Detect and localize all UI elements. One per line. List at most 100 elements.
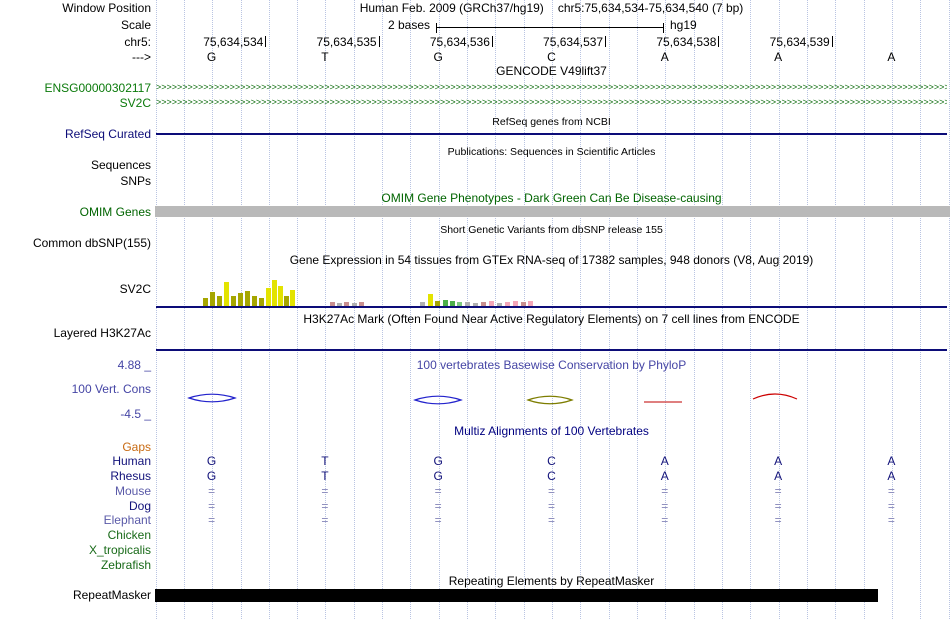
gtex-expression-bar[interactable] <box>266 288 271 306</box>
alignment-letter: A <box>887 454 896 468</box>
gtex-expression-bar[interactable] <box>489 301 494 306</box>
track-label-layered-h3k27ac[interactable]: Layered H3K27Ac <box>53 326 151 340</box>
gene-strand-arrows[interactable]: >>>>>>>>>>>>>>>>>>>>>>>>>>>>>>>>>>>>>>>>… <box>156 97 947 107</box>
gtex-expression-bar[interactable] <box>210 292 215 306</box>
phylop-mark[interactable] <box>526 392 574 408</box>
alignment-letter: A <box>774 454 783 468</box>
coordinate-label: 75,634,534 <box>203 35 264 49</box>
alignment-letter: = <box>208 499 216 513</box>
scale-label: Scale <box>120 18 151 32</box>
gtex-gene-line[interactable] <box>156 306 947 308</box>
phylop-mark[interactable] <box>752 388 798 404</box>
gridline <box>353 0 355 619</box>
track-label-100-vert-cons[interactable]: 100 Vert. Cons <box>71 382 151 396</box>
chrom-label: chr5: <box>124 35 151 49</box>
species-label-mouse[interactable]: Mouse <box>114 484 151 498</box>
gtex-expression-bar[interactable] <box>252 296 257 306</box>
gridline <box>382 0 384 619</box>
gtex-expression-bar[interactable] <box>284 296 289 306</box>
gtex-expression-bar[interactable] <box>521 302 526 306</box>
gtex-expression-bar[interactable] <box>352 303 357 306</box>
refseq-gene-line[interactable] <box>156 133 947 135</box>
species-label-x_tropicalis[interactable]: X_tropicalis <box>88 543 151 557</box>
omim-title: OMIM Gene Phenotypes - Dark Green Can Be… <box>381 191 722 205</box>
gtex-expression-bar[interactable] <box>450 301 455 306</box>
phylop-mark[interactable] <box>643 394 683 410</box>
species-label-chicken[interactable]: Chicken <box>107 528 151 542</box>
gene-label-sv2c[interactable]: SV2C <box>119 96 151 110</box>
gtex-expression-bar[interactable] <box>505 302 510 306</box>
gridline <box>523 0 525 619</box>
gtex-expression-bar[interactable] <box>231 296 236 306</box>
track-label-refseq-curated[interactable]: RefSeq Curated <box>64 127 151 141</box>
gridline <box>806 0 808 619</box>
gtex-expression-bar[interactable] <box>278 286 283 306</box>
gridline <box>325 0 327 619</box>
strand-label: ---> <box>132 50 151 64</box>
gtex-expression-bar[interactable] <box>337 303 342 306</box>
gtex-expression-bar[interactable] <box>435 301 440 306</box>
alignment-letter: = <box>547 513 556 527</box>
gtex-expression-bar[interactable] <box>481 302 486 306</box>
track-label-snps[interactable]: SNPs <box>120 174 151 188</box>
alignment-letter: = <box>321 499 329 513</box>
gtex-expression-bar[interactable] <box>217 296 222 306</box>
gtex-expression-bar[interactable] <box>420 302 425 306</box>
species-label-rhesus[interactable]: Rhesus <box>110 469 151 483</box>
track-label-repeatmasker[interactable]: RepeatMasker <box>72 588 151 602</box>
gridline <box>750 0 752 619</box>
track-label-omim-genes[interactable]: OMIM Genes <box>79 205 151 219</box>
coordinate-label: 75,634,536 <box>429 35 490 49</box>
track-label-common-dbsnp[interactable]: Common dbSNP(155) <box>32 236 151 250</box>
gtex-expression-bar[interactable] <box>359 302 364 306</box>
h3k27ac-baseline[interactable] <box>156 349 947 351</box>
alignment-letter: = <box>321 484 329 498</box>
coordinate-tick <box>491 36 493 47</box>
gridline <box>467 0 468 619</box>
coordinate-label: 75,634,535 <box>316 35 377 49</box>
gene-strand-arrows[interactable]: >>>>>>>>>>>>>>>>>>>>>>>>>>>>>>>>>>>>>>>>… <box>156 82 947 92</box>
alignment-letter: = <box>661 499 669 513</box>
alignment-letter: = <box>774 513 782 527</box>
omim-gene-bar[interactable] <box>155 206 950 217</box>
alignment-letter: C <box>547 454 556 468</box>
species-label-elephant[interactable]: Elephant <box>103 513 151 527</box>
gtex-expression-bar[interactable] <box>259 298 264 306</box>
phylop-axis-max: 4.88 _ <box>117 358 151 372</box>
gtex-expression-bar[interactable] <box>473 303 478 306</box>
track-label-gaps[interactable]: Gaps <box>122 440 151 454</box>
gtex-expression-bar[interactable] <box>344 302 349 306</box>
phylop-axis-min: -4.5 _ <box>120 407 151 421</box>
alignment-letter: T <box>321 454 329 468</box>
alignment-letter: = <box>208 484 216 498</box>
phylop-mark[interactable] <box>413 392 463 408</box>
repeatmasker-element-bar[interactable] <box>155 589 878 602</box>
gtex-expression-bar[interactable] <box>290 290 295 306</box>
track-label-sequences[interactable]: Sequences <box>90 158 151 172</box>
gtex-expression-bar[interactable] <box>330 302 335 306</box>
alignment-letter: = <box>887 513 895 527</box>
gtex-expression-bar[interactable] <box>513 301 518 306</box>
repeatmasker-title: Repeating Elements by RepeatMasker <box>448 574 655 588</box>
coordinate-label: 75,634,539 <box>769 35 830 49</box>
track-label-gtex-sv2c[interactable]: SV2C <box>119 282 151 296</box>
species-label-zebrafish[interactable]: Zebrafish <box>100 558 151 572</box>
gridline <box>155 0 157 619</box>
gene-label-ensg00000302117[interactable]: ENSG00000302117 <box>44 81 151 95</box>
gtex-expression-bar[interactable] <box>428 294 433 306</box>
gtex-expression-bar[interactable] <box>457 302 462 306</box>
base-letter: G <box>206 50 217 64</box>
phylop-mark[interactable] <box>187 390 237 406</box>
gtex-expression-bar[interactable] <box>272 280 277 306</box>
gtex-expression-bar[interactable] <box>465 302 470 306</box>
gtex-expression-bar[interactable] <box>497 303 502 306</box>
gtex-expression-bar[interactable] <box>443 300 448 306</box>
gtex-expression-bar[interactable] <box>238 293 243 306</box>
gtex-expression-bar[interactable] <box>528 301 533 306</box>
gtex-expression-bar[interactable] <box>224 282 229 306</box>
gtex-expression-bar[interactable] <box>245 291 250 306</box>
species-label-dog[interactable]: Dog <box>128 499 151 513</box>
species-label-human[interactable]: Human <box>112 454 151 468</box>
gtex-expression-bar[interactable] <box>203 298 208 306</box>
alignment-letter: = <box>434 499 442 513</box>
